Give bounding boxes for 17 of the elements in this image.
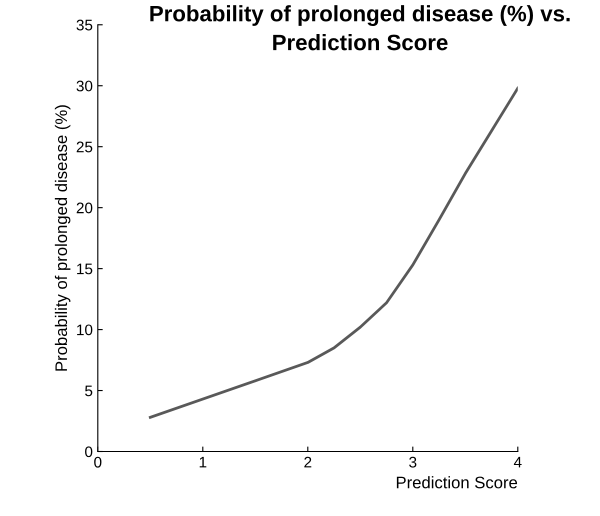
y-tick-label: 30 bbox=[76, 80, 92, 92]
x-tick-label: 1 bbox=[200, 456, 206, 468]
chart-title: Probability of prolonged disease (%) vs. Prediction Score bbox=[150, 5, 570, 50]
y-tick-label: 25 bbox=[76, 142, 92, 152]
x-tick-label: 3 bbox=[409, 456, 416, 468]
x-tick-label: 0 bbox=[94, 456, 102, 468]
y-tick-label: 0 bbox=[85, 446, 92, 458]
y-tick-label: 15 bbox=[77, 264, 92, 274]
y-tick-label: 35 bbox=[76, 20, 92, 30]
line-series bbox=[148, 86, 518, 419]
x-tick-label: 2 bbox=[304, 456, 312, 468]
y-axis-title: Probability of prolonged disease (%) bbox=[54, 105, 70, 371]
y-tick-label: 5 bbox=[85, 386, 92, 396]
y-tick-label: 10 bbox=[77, 324, 92, 336]
x-tick-label: 4 bbox=[514, 456, 522, 468]
x-axis-title: Prediction Score bbox=[396, 476, 518, 488]
y-tick-label: 20 bbox=[76, 202, 92, 214]
